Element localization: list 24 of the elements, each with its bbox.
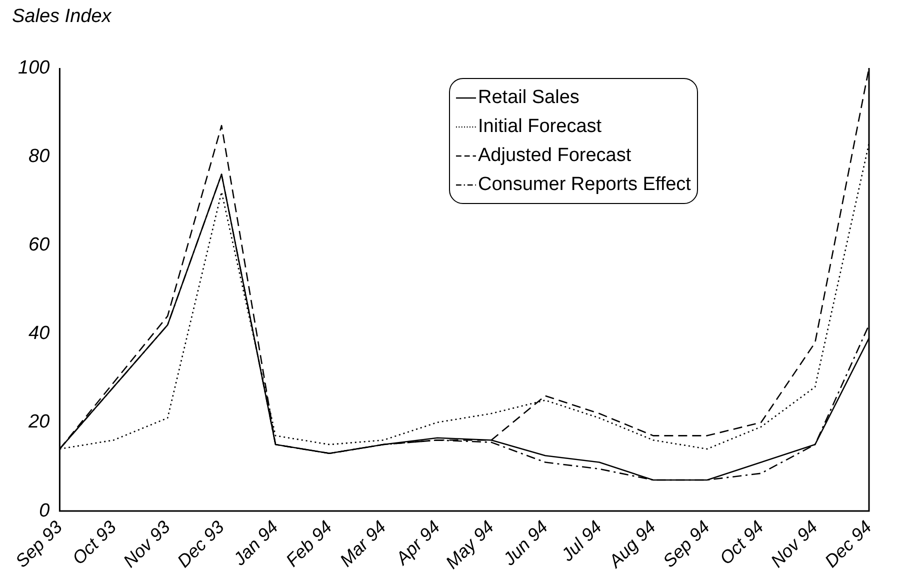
- x-tick-label: Jul 94: [556, 516, 606, 566]
- legend-label: Consumer Reports Effect: [478, 173, 691, 197]
- x-tick-label: Dec 94: [820, 516, 876, 572]
- x-tick-label: Apr 94: [391, 516, 444, 570]
- x-tick-label: Jun 94: [498, 516, 552, 570]
- legend-label: Initial Forecast: [478, 115, 602, 139]
- y-tick-label: 80: [28, 146, 50, 167]
- y-tick-label: 100: [18, 57, 50, 78]
- x-tick-label: Jan 94: [228, 516, 282, 570]
- x-tick-label: Oct 94: [716, 516, 768, 568]
- x-tick-label: Oct 93: [68, 516, 120, 568]
- x-tick-label: Nov 94: [766, 516, 822, 572]
- legend-label: Retail Sales: [478, 86, 580, 110]
- y-tick-label: 60: [28, 234, 50, 256]
- x-tick-label: Nov 93: [119, 516, 174, 572]
- legend-label: Adjusted Forecast: [478, 144, 632, 168]
- y-axis-title: Sales Index: [12, 6, 112, 28]
- x-tick-label: Feb 94: [282, 516, 336, 571]
- x-tick-label: Aug 94: [604, 516, 660, 572]
- x-tick-label: Sep 94: [659, 516, 714, 572]
- y-tick-label: 20: [28, 412, 50, 433]
- x-tick-label: Mar 94: [336, 516, 390, 571]
- y-tick-label: 40: [28, 323, 50, 344]
- x-tick-label: Dec 93: [173, 516, 228, 572]
